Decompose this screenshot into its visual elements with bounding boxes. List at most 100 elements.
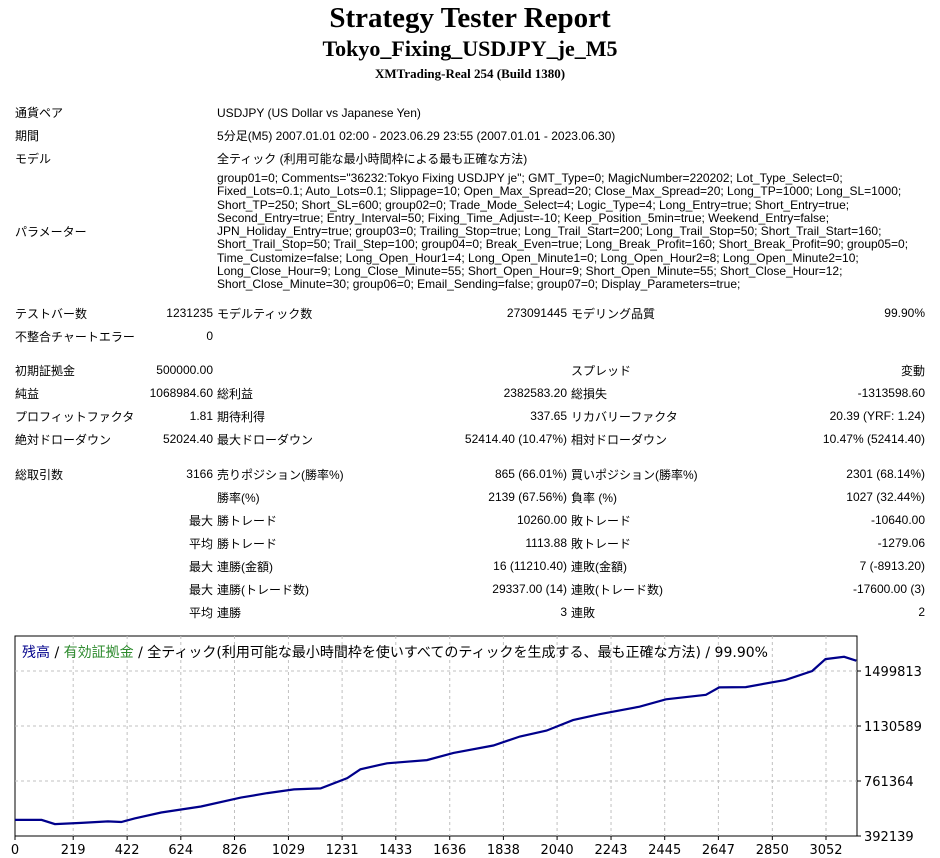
stats-row: 最大 連勝(トレード数) 29337.00 (14) 連敗(トレード数) -17600.…	[13, 578, 927, 601]
stat-value: 最大	[188, 559, 213, 574]
stat-value	[415, 325, 569, 348]
stat-value: 500000.00	[156, 363, 213, 378]
stat-value: 2301 (68.14%)	[846, 467, 925, 482]
x-tick-label: 2243	[594, 843, 627, 858]
stats-row: 総取引数 3166 売りポジション(勝率%) 865 (66.01%) 買いポジション(…	[13, 463, 927, 486]
stat-label: 連敗(トレード数)	[571, 582, 663, 597]
stat-value: 平均	[188, 605, 213, 620]
stat-label	[13, 555, 145, 578]
stat-label	[215, 359, 415, 382]
legend-separator: /	[50, 645, 64, 661]
stat-label: 総取引数	[15, 467, 64, 482]
x-tick-label: 2040	[541, 843, 574, 858]
x-tick-label: 1838	[487, 843, 520, 858]
stat-label: 勝トレード	[217, 536, 278, 551]
stat-label: 不整合チャートエラー	[15, 329, 135, 344]
params-value: group01=0; Comments="36232:Tokyo Fixing …	[217, 171, 909, 292]
stat-label: 負率 (%)	[571, 490, 617, 505]
x-tick-label: 1029	[272, 843, 305, 858]
stat-label: テストバー数	[15, 306, 88, 321]
stat-value: 10260.00	[516, 513, 567, 528]
stat-label: 買いポジション(勝率%)	[571, 467, 698, 482]
stat-label: 純益	[15, 386, 40, 401]
x-tick-label: 624	[168, 843, 193, 858]
stats-row: 平均 連勝 3 連敗 2	[13, 601, 927, 624]
stat-value: -1279.06	[877, 536, 925, 551]
stat-value	[769, 325, 927, 348]
stat-value	[415, 359, 569, 382]
x-tick-label: 0	[11, 843, 19, 858]
stat-value: 865 (66.01%)	[494, 467, 567, 482]
stat-label: 総損失	[571, 386, 608, 401]
model-value: 全ティック (利用可能な最小時間枠による最も正確な方法)	[217, 152, 528, 166]
stat-value: 3	[560, 605, 567, 620]
expert-name: Tokyo_Fixing_USDJPY_je_M5	[322, 36, 618, 61]
period-row: 期間 5分足(M5) 2007.01.01 02:00 - 2023.06.29 …	[13, 124, 927, 147]
stat-value: 最大	[188, 582, 213, 597]
model-label: モデル	[15, 152, 52, 166]
stat-label: 初期証拠金	[15, 363, 76, 378]
stat-value: 変動	[900, 363, 925, 378]
stat-value: 2	[918, 605, 925, 620]
stat-label: 売りポジション(勝率%)	[217, 467, 344, 482]
legend-balance: 残高	[22, 644, 50, 661]
stats-row: 勝率(%) 2139 (67.56%) 負率 (%) 1027 (32.44%)	[13, 486, 927, 509]
stat-value: 29337.00 (14)	[492, 582, 567, 597]
stat-value: 平均	[188, 536, 213, 551]
stat-value: 20.39 (YRF: 1.24)	[829, 409, 925, 424]
stat-value: 0	[206, 329, 213, 344]
model-row: モデル 全ティック (利用可能な最小時間枠による最も正確な方法)	[13, 147, 927, 170]
stat-value: 1113.88	[525, 536, 567, 551]
period-value: 5分足(M5) 2007.01.01 02:00 - 2023.06.29 23…	[217, 129, 616, 143]
x-tick-label: 1231	[326, 843, 359, 858]
period-label: 期間	[15, 129, 40, 143]
y-tick-label: 392139	[864, 830, 914, 845]
stat-label	[13, 601, 145, 624]
stat-label: 勝率(%)	[217, 490, 260, 505]
stat-value: 16 (11210.40)	[493, 559, 567, 574]
stat-label: 絶対ドローダウン	[15, 432, 112, 447]
stats-row: 絶対ドローダウン 52024.40 最大ドローダウン 52414.40 (10.47%…	[13, 428, 927, 451]
stat-value: 10.47% (52414.40)	[822, 432, 925, 447]
stat-value: 1027 (32.44%)	[846, 490, 925, 505]
stats-row: 純益 1068984.60 総利益 2382583.20 総損失 -1313598.60	[13, 382, 927, 405]
stat-label: 勝トレード	[217, 513, 278, 528]
chart-legend: 残高 / 有効証拠金 / 全ティック(利用可能な最小時間枠を使いすべてのティック…	[22, 644, 768, 661]
balance-chart: 0 219 422 624 826 1029 1231 1433 1636 1838 2040 224…	[11, 635, 922, 858]
stats-row: 最大 連勝(金額) 16 (11210.40) 連敗(金額) 7 (-8913.20)	[13, 555, 927, 578]
stat-label: 連敗(金額)	[571, 559, 627, 574]
stat-value: 52024.40	[162, 432, 213, 447]
stat-label: モデルティック数	[217, 306, 313, 321]
stat-value: 最大	[188, 513, 213, 528]
report-tables: 通貨ペア USDJPY (US Dollar vs Japanese Yen) 期…	[13, 101, 927, 624]
trade-stats-table: 総取引数 3166 売りポジション(勝率%) 865 (66.01%) 買いポジション(…	[13, 463, 927, 624]
stat-label: 相対ドローダウン	[571, 432, 668, 447]
stat-value: 1068984.60	[149, 386, 213, 401]
y-tick-label: 1499813	[864, 665, 922, 680]
symbol-row: 通貨ペア USDJPY (US Dollar vs Japanese Yen)	[13, 101, 927, 124]
x-tick-label: 2850	[756, 843, 789, 858]
settings-table: 通貨ペア USDJPY (US Dollar vs Japanese Yen) 期…	[13, 101, 927, 294]
x-tick-label: 219	[61, 843, 86, 858]
stat-label: 期待利得	[217, 409, 266, 424]
stat-label: 最大ドローダウン	[217, 432, 314, 447]
stat-label	[215, 325, 415, 348]
stat-label	[569, 325, 769, 348]
stats-row: テストバー数 1231235 モデルティック数 273091445 モデリング品質 99.…	[13, 302, 927, 325]
stats-row: 初期証拠金 500000.00 スプレッド 変動	[13, 359, 927, 382]
stat-value: -17600.00 (3)	[852, 582, 925, 597]
stat-label: 連勝	[217, 605, 242, 620]
x-tick-label: 1433	[379, 843, 412, 858]
stat-label: プロフィットファクタ	[15, 409, 135, 424]
x-tick-label: 2647	[702, 843, 735, 858]
stat-value: 52414.40 (10.47%)	[464, 432, 567, 447]
stat-value: 337.65	[530, 409, 567, 424]
x-tick-label: 1636	[433, 843, 466, 858]
symbol-label: 通貨ペア	[15, 106, 64, 120]
x-tick-label: 422	[115, 843, 140, 858]
stat-value: 7 (-8913.20)	[859, 559, 925, 574]
stat-value	[145, 486, 215, 509]
stats-row: プロフィットファクタ 1.81 期待利得 337.65 リカバリーファクタ 20.39 (…	[13, 405, 927, 428]
stat-label: 敗トレード	[571, 536, 632, 551]
params-row: パラメーター group01=0; Comments="36232:Tokyo F…	[13, 170, 927, 294]
